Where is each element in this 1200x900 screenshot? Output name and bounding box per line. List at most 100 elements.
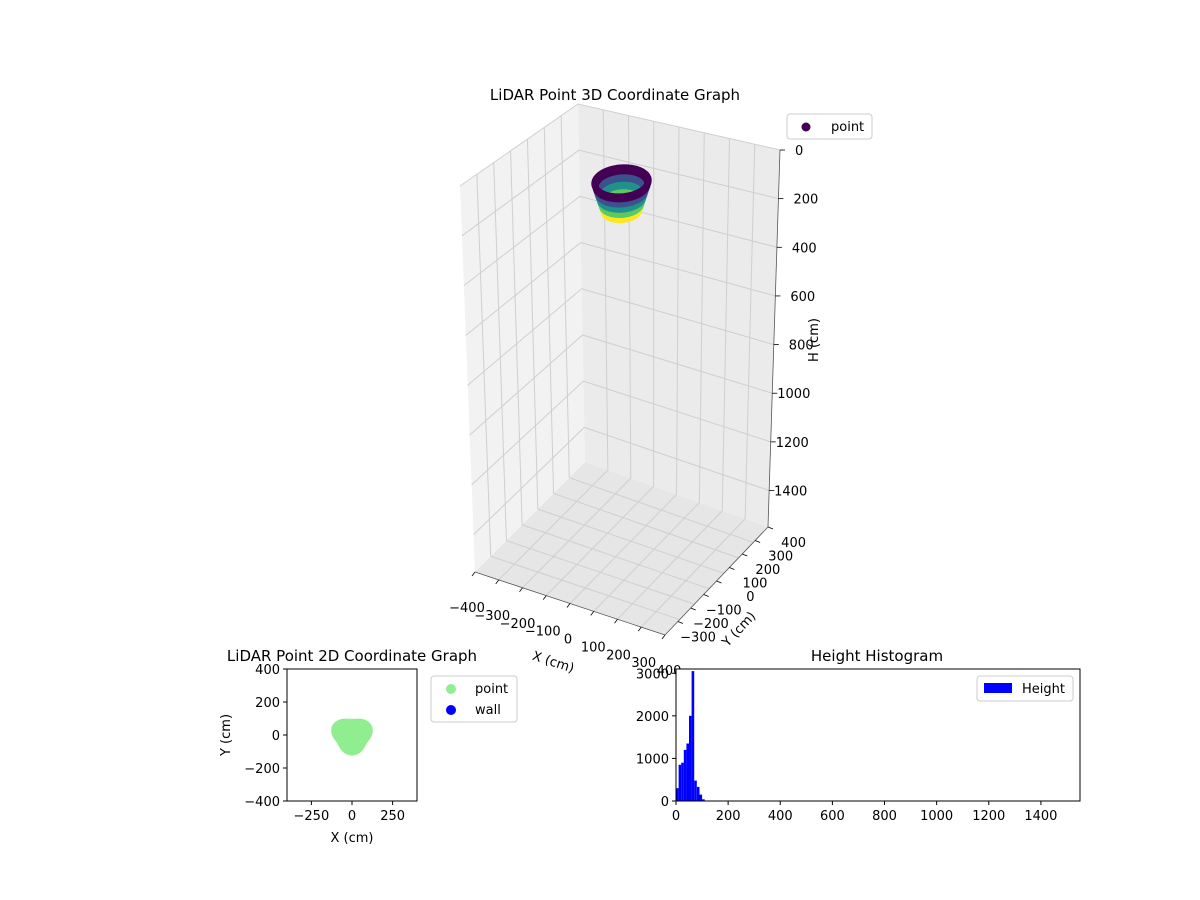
ticks-2d: −250 0 250 −400 −200 0 200 400 [244, 663, 405, 824]
point-3d [641, 185, 648, 192]
legend-3d-marker [801, 122, 811, 132]
legend-3d: point [786, 113, 873, 140]
x-tick-label-histogram: 800 [872, 809, 897, 824]
histogram-bar [686, 743, 690, 801]
legend-histogram-label: Height [1022, 682, 1065, 697]
y-tick-label-3d: 200 [755, 563, 780, 578]
chart-2d: LiDAR Point 2D Coordinate Graph −250 0 250… [219, 647, 518, 846]
legend-2d-marker-point [446, 684, 456, 694]
x-tick-label-histogram: 600 [820, 809, 845, 824]
z-tick-label-3d: 800 [789, 339, 814, 354]
point-cloud-2d [331, 718, 373, 756]
x-tick-mark-3d [471, 571, 476, 577]
y-tick-label-3d: −100 [706, 604, 742, 619]
y-tick-label-histogram: 1000 [636, 752, 669, 767]
histogram-bar [681, 762, 684, 801]
x-tick-label-2d: 0 [348, 809, 356, 824]
histogram-title: Height Histogram [811, 647, 943, 665]
y-tick-label-3d: −300 [680, 631, 716, 646]
x-tick-label-histogram: 1200 [972, 809, 1005, 824]
histogram-bar [699, 794, 703, 801]
z-tick-label-3d: 600 [790, 290, 815, 305]
y-tick-label-3d: 100 [743, 577, 768, 592]
histogram-bar [683, 749, 687, 801]
legend-2d-marker-wall [446, 705, 456, 715]
histogram-bar [676, 788, 679, 801]
y-tick-mark-3d [703, 594, 709, 597]
x-tick-mark-3d [637, 626, 642, 632]
chart-histogram: Height Histogram 0 200 400 600 800 1000 1200 14… [636, 647, 1081, 824]
y-tick-label-histogram: 3000 [636, 667, 669, 682]
y-tick-label-3d: 300 [768, 550, 793, 565]
x-tick-label-3d: −100 [525, 625, 561, 640]
y-tick-label-2d: 200 [255, 696, 280, 711]
x-tick-label-histogram: 0 [672, 809, 680, 824]
ticks-histogram: 0 200 400 600 800 1000 1200 1400 0 1000 2000 3000 [636, 667, 1058, 824]
z-axis-label-3d: H (cm) [807, 318, 822, 362]
x-tick-label-2d: −250 [294, 809, 330, 824]
x-tick-label-3d: 200 [606, 648, 631, 663]
x-tick-label-3d: 400 [657, 664, 682, 679]
y-tick-label-2d: −200 [244, 762, 280, 777]
legend-histogram-box [976, 675, 1074, 702]
x-axis-label-2d: X (cm) [331, 831, 374, 846]
legend-3d-box [786, 113, 873, 140]
legend-2d: point wall [430, 675, 518, 723]
y-tick-mark-3d [716, 580, 722, 584]
legend-histogram: Height [976, 675, 1074, 702]
y-tick-label-histogram: 0 [661, 795, 669, 810]
histogram-bar [691, 671, 695, 801]
y-tick-mark-3d [677, 621, 684, 624]
y-tick-mark-3d [754, 540, 761, 543]
legend-histogram-swatch [984, 683, 1012, 693]
chart-2d-title: LiDAR Point 2D Coordinate Graph [227, 647, 477, 665]
chart-3d-title: LiDAR Point 3D Coordinate Graph [490, 86, 740, 104]
x-tick-label-histogram: 1000 [920, 809, 953, 824]
histogram-bars [676, 671, 705, 801]
legend-2d-label-point: point [475, 682, 508, 697]
x-tick-mark-3d [542, 595, 547, 600]
histogram-bar [702, 799, 705, 801]
x-tick-label-3d: 300 [631, 656, 656, 671]
chart-3d: LiDAR Point 3D Coordinate Graph −400−300… [449, 86, 873, 679]
legend-3d-label: point [831, 120, 864, 135]
y-tick-mark-3d [767, 526, 774, 530]
x-tick-label-3d: 0 [564, 633, 572, 648]
y-tick-label-2d: −400 [244, 795, 280, 810]
x-tick-mark-3d [590, 611, 595, 616]
z-tick-label-3d: 1400 [774, 485, 807, 500]
z-tick-label-3d: 200 [793, 193, 818, 208]
x-tick-mark-3d [614, 619, 618, 624]
x-tick-label-3d: −400 [449, 601, 485, 616]
histogram-frame [675, 668, 1081, 802]
y-tick-label-3d: −200 [693, 617, 729, 632]
x-tick-mark-3d [661, 634, 666, 640]
x-tick-label-3d: −300 [474, 609, 510, 624]
y-tick-label-3d: 400 [781, 536, 806, 551]
y-tick-mark-3d [742, 553, 748, 557]
histogram-bar [678, 764, 682, 801]
y-tick-mark-3d [690, 607, 696, 611]
legend-2d-label-wall: wall [475, 703, 501, 718]
point-2d [363, 733, 371, 740]
z-tick-label-3d: 0 [795, 144, 803, 159]
pane-left [460, 104, 585, 572]
histogram-bar [694, 780, 697, 801]
point-cloud-3d [591, 164, 652, 224]
x-tick-mark-3d [495, 579, 500, 585]
x-tick-label-histogram: 200 [716, 809, 741, 824]
x-tick-label-3d: 100 [581, 640, 606, 655]
z-tick-label-3d: 400 [792, 241, 817, 256]
y-tick-label-3d: 0 [746, 590, 754, 605]
x-tick-mark-3d [519, 587, 523, 592]
y-tick-label-2d: 0 [272, 729, 280, 744]
x-axis-label-3d: X (cm) [530, 649, 576, 677]
histogram-bar [696, 786, 700, 801]
z-tick-label-3d: 1200 [776, 436, 809, 451]
histogram-bar [689, 715, 692, 801]
y-tick-label-histogram: 2000 [636, 710, 669, 725]
y-axis-label-2d: Y (cm) [219, 714, 234, 757]
x-tick-label-3d: −200 [500, 617, 536, 632]
y-tick-label-2d: 400 [255, 663, 280, 678]
